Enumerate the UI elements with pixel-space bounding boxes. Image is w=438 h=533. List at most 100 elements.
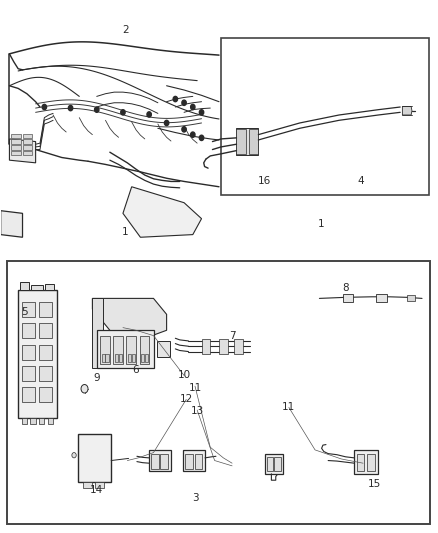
Polygon shape — [102, 354, 105, 362]
Text: 1: 1 — [318, 219, 325, 229]
Circle shape — [147, 112, 151, 117]
Polygon shape — [39, 418, 44, 424]
Text: 15: 15 — [367, 480, 381, 489]
Circle shape — [68, 106, 73, 111]
Polygon shape — [265, 454, 283, 474]
Polygon shape — [357, 454, 364, 471]
Text: 4: 4 — [357, 176, 364, 187]
Polygon shape — [45, 284, 54, 290]
Bar — [22, 151, 32, 156]
Polygon shape — [407, 295, 415, 301]
Circle shape — [182, 100, 186, 106]
Polygon shape — [201, 339, 210, 354]
Circle shape — [81, 384, 88, 393]
Circle shape — [95, 107, 99, 112]
Polygon shape — [219, 339, 228, 354]
Polygon shape — [31, 285, 43, 290]
Polygon shape — [78, 434, 111, 482]
Polygon shape — [123, 187, 201, 237]
Polygon shape — [21, 387, 35, 402]
Bar — [11, 151, 21, 156]
Text: 16: 16 — [258, 176, 272, 187]
Text: 2: 2 — [122, 25, 128, 35]
Polygon shape — [119, 354, 122, 362]
Circle shape — [121, 110, 125, 115]
Circle shape — [164, 120, 169, 126]
Polygon shape — [145, 354, 148, 362]
Text: 13: 13 — [191, 406, 204, 416]
Polygon shape — [39, 302, 52, 317]
Polygon shape — [20, 282, 29, 290]
Polygon shape — [39, 345, 52, 360]
Polygon shape — [92, 298, 166, 346]
Polygon shape — [113, 336, 123, 365]
Polygon shape — [157, 341, 170, 357]
Polygon shape — [48, 418, 53, 424]
Bar — [7, 261, 430, 524]
Polygon shape — [106, 354, 109, 362]
Text: 11: 11 — [188, 383, 201, 393]
Polygon shape — [1, 211, 22, 237]
Polygon shape — [21, 324, 35, 338]
Circle shape — [42, 104, 46, 110]
Polygon shape — [149, 450, 171, 471]
Polygon shape — [151, 454, 159, 469]
Polygon shape — [249, 130, 258, 154]
Polygon shape — [30, 418, 35, 424]
Bar — [22, 146, 32, 150]
Polygon shape — [92, 298, 103, 368]
Polygon shape — [100, 336, 110, 365]
Polygon shape — [160, 454, 168, 469]
Circle shape — [199, 135, 204, 141]
Polygon shape — [140, 336, 149, 365]
Polygon shape — [95, 482, 104, 488]
Polygon shape — [141, 354, 144, 362]
Text: 12: 12 — [180, 394, 193, 405]
Polygon shape — [194, 454, 202, 469]
Polygon shape — [354, 450, 378, 474]
Text: 1: 1 — [122, 227, 128, 237]
Polygon shape — [21, 302, 35, 317]
Circle shape — [72, 453, 76, 458]
Bar — [11, 146, 21, 150]
Circle shape — [191, 104, 195, 110]
Text: 10: 10 — [177, 370, 191, 381]
Bar — [22, 140, 32, 144]
Bar — [11, 134, 21, 138]
Text: 11: 11 — [282, 402, 296, 413]
Polygon shape — [39, 387, 52, 402]
Polygon shape — [367, 454, 375, 471]
Text: 9: 9 — [93, 373, 100, 383]
Polygon shape — [237, 128, 258, 155]
Polygon shape — [237, 130, 246, 154]
Polygon shape — [97, 330, 153, 368]
Polygon shape — [275, 457, 281, 471]
Text: 7: 7 — [229, 330, 235, 341]
Polygon shape — [343, 294, 353, 302]
Bar — [82, 442, 107, 477]
Polygon shape — [127, 336, 136, 365]
Circle shape — [199, 110, 204, 115]
Circle shape — [182, 127, 186, 132]
Polygon shape — [10, 139, 35, 163]
Polygon shape — [376, 294, 387, 302]
Polygon shape — [132, 354, 135, 362]
Polygon shape — [403, 107, 412, 115]
Polygon shape — [39, 366, 52, 381]
Text: 6: 6 — [133, 365, 139, 375]
Polygon shape — [21, 345, 35, 360]
Polygon shape — [18, 290, 57, 418]
Bar — [221, 38, 428, 195]
Polygon shape — [21, 418, 27, 424]
Text: 3: 3 — [192, 492, 198, 503]
Polygon shape — [21, 366, 35, 381]
Polygon shape — [115, 354, 118, 362]
Polygon shape — [267, 457, 273, 471]
Text: 14: 14 — [90, 485, 103, 495]
Text: 5: 5 — [21, 306, 28, 317]
Circle shape — [191, 132, 195, 138]
Text: 8: 8 — [343, 283, 349, 293]
Polygon shape — [185, 454, 193, 469]
Polygon shape — [234, 339, 243, 354]
Bar — [22, 134, 32, 138]
